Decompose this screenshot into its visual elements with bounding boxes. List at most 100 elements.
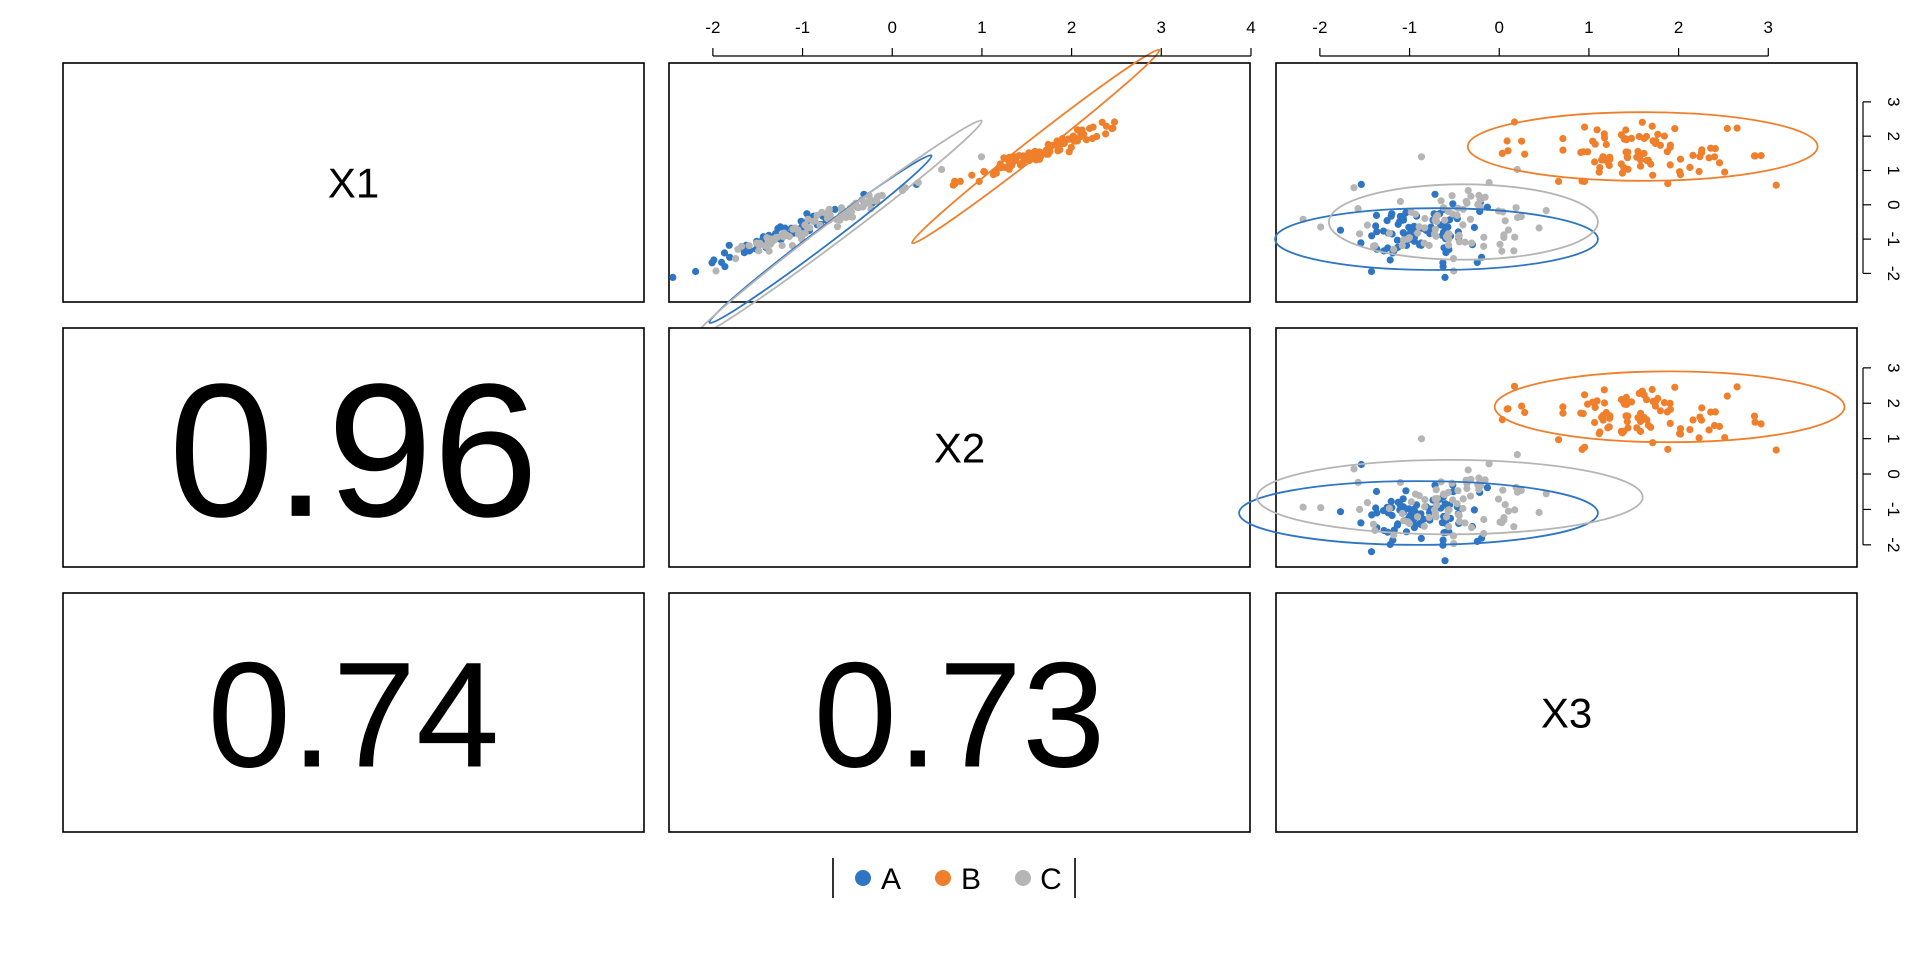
tick-label: -1 — [1884, 232, 1903, 247]
point-a — [1449, 200, 1457, 208]
point-b — [1591, 158, 1599, 166]
point-c — [1464, 466, 1472, 474]
ellipse-c — [1256, 458, 1644, 536]
point-a — [692, 267, 700, 276]
point-b — [1649, 171, 1657, 179]
point-c — [1463, 484, 1471, 493]
point-b — [1648, 122, 1656, 130]
tick-label: 0 — [1495, 18, 1504, 37]
point-c — [1463, 199, 1471, 207]
point-a — [1357, 180, 1365, 188]
point-a — [1483, 484, 1491, 492]
point-b — [1602, 140, 1610, 149]
point-c — [1448, 192, 1456, 200]
point-c — [1485, 460, 1493, 468]
point-c — [1414, 513, 1422, 521]
point-b — [1723, 392, 1731, 400]
point-c — [1390, 245, 1398, 253]
point-c — [1542, 207, 1550, 215]
panel-x2-x3 — [1238, 327, 1858, 568]
panel-x3-x1: 0.74 — [62, 592, 645, 833]
point-a — [1441, 500, 1449, 508]
point-b — [1666, 419, 1674, 427]
point-b — [1751, 418, 1759, 426]
point-a — [1402, 487, 1410, 495]
point-a — [1431, 190, 1439, 198]
point-b — [1605, 161, 1613, 170]
point-a — [708, 259, 716, 267]
point-c — [1501, 217, 1509, 225]
point-c — [1468, 239, 1476, 247]
point-b — [1636, 414, 1644, 422]
point-c — [1385, 229, 1393, 237]
point-c — [1407, 498, 1415, 506]
point-c — [1500, 231, 1508, 239]
point-b — [1503, 405, 1511, 413]
point-b — [1640, 391, 1648, 399]
point-c — [1363, 221, 1371, 229]
point-c — [1459, 495, 1467, 503]
ellipse-b — [1466, 111, 1819, 182]
point-c — [1449, 532, 1458, 540]
point-c — [1445, 506, 1453, 514]
point-a — [1368, 232, 1376, 240]
point-b — [1723, 124, 1731, 133]
top-axis-x2: -2 -1 0 1 2 3 4 — [705, 18, 1256, 57]
point-b — [1510, 382, 1519, 390]
point-b — [1622, 412, 1630, 420]
tick-label: 4 — [1246, 18, 1255, 37]
point-a — [1441, 273, 1449, 281]
point-a — [1396, 501, 1404, 509]
point-b — [1067, 143, 1075, 151]
point-c — [1467, 192, 1475, 200]
point-c — [1425, 513, 1433, 522]
point-a — [1373, 228, 1381, 236]
point-b — [1559, 135, 1567, 143]
point-c — [1371, 242, 1379, 250]
point-b — [1518, 137, 1526, 145]
point-a — [1386, 256, 1394, 264]
point-c — [1535, 224, 1543, 232]
point-c — [809, 217, 818, 226]
point-c — [1350, 465, 1358, 473]
tick-label: 1 — [1884, 166, 1903, 175]
legend-marker-a — [855, 870, 871, 886]
point-a — [1387, 497, 1395, 505]
point-a — [1410, 524, 1418, 532]
point-b — [1695, 434, 1703, 442]
point-c — [755, 247, 763, 255]
point-a — [1357, 519, 1365, 527]
point-c — [1468, 524, 1476, 532]
point-b — [1676, 430, 1685, 438]
point-c — [1494, 495, 1503, 503]
correlation-label: 0.74 — [208, 631, 500, 799]
correlation-label: 0.73 — [814, 631, 1106, 799]
point-c — [1517, 486, 1525, 494]
correlation-label: 0.96 — [169, 345, 539, 557]
point-b — [1581, 391, 1589, 399]
point-a — [1367, 267, 1376, 276]
point-c — [732, 255, 740, 263]
tick-label: 2 — [1674, 18, 1683, 37]
point-b — [1011, 153, 1019, 161]
point-a — [1441, 557, 1449, 565]
right-axis-x1: -2 -1 0 1 2 3 — [1862, 97, 1903, 281]
point-c — [738, 242, 746, 250]
panel-x2-x2: X2 — [668, 327, 1251, 568]
point-b — [1042, 150, 1050, 158]
point-b — [1521, 408, 1529, 417]
point-b — [1008, 161, 1016, 170]
panel-x1-x3 — [1274, 62, 1858, 303]
tick-label: 2 — [1884, 399, 1903, 408]
ellipse-a — [1238, 480, 1599, 546]
point-c — [1510, 523, 1518, 531]
point-b — [1555, 177, 1563, 185]
point-a — [1336, 226, 1345, 234]
point-b — [1620, 427, 1628, 435]
point-c — [1432, 486, 1440, 494]
point-c — [1461, 519, 1469, 527]
point-b — [951, 177, 959, 185]
point-b — [1647, 160, 1655, 168]
point-b — [1666, 143, 1674, 151]
point-b — [1623, 135, 1631, 143]
